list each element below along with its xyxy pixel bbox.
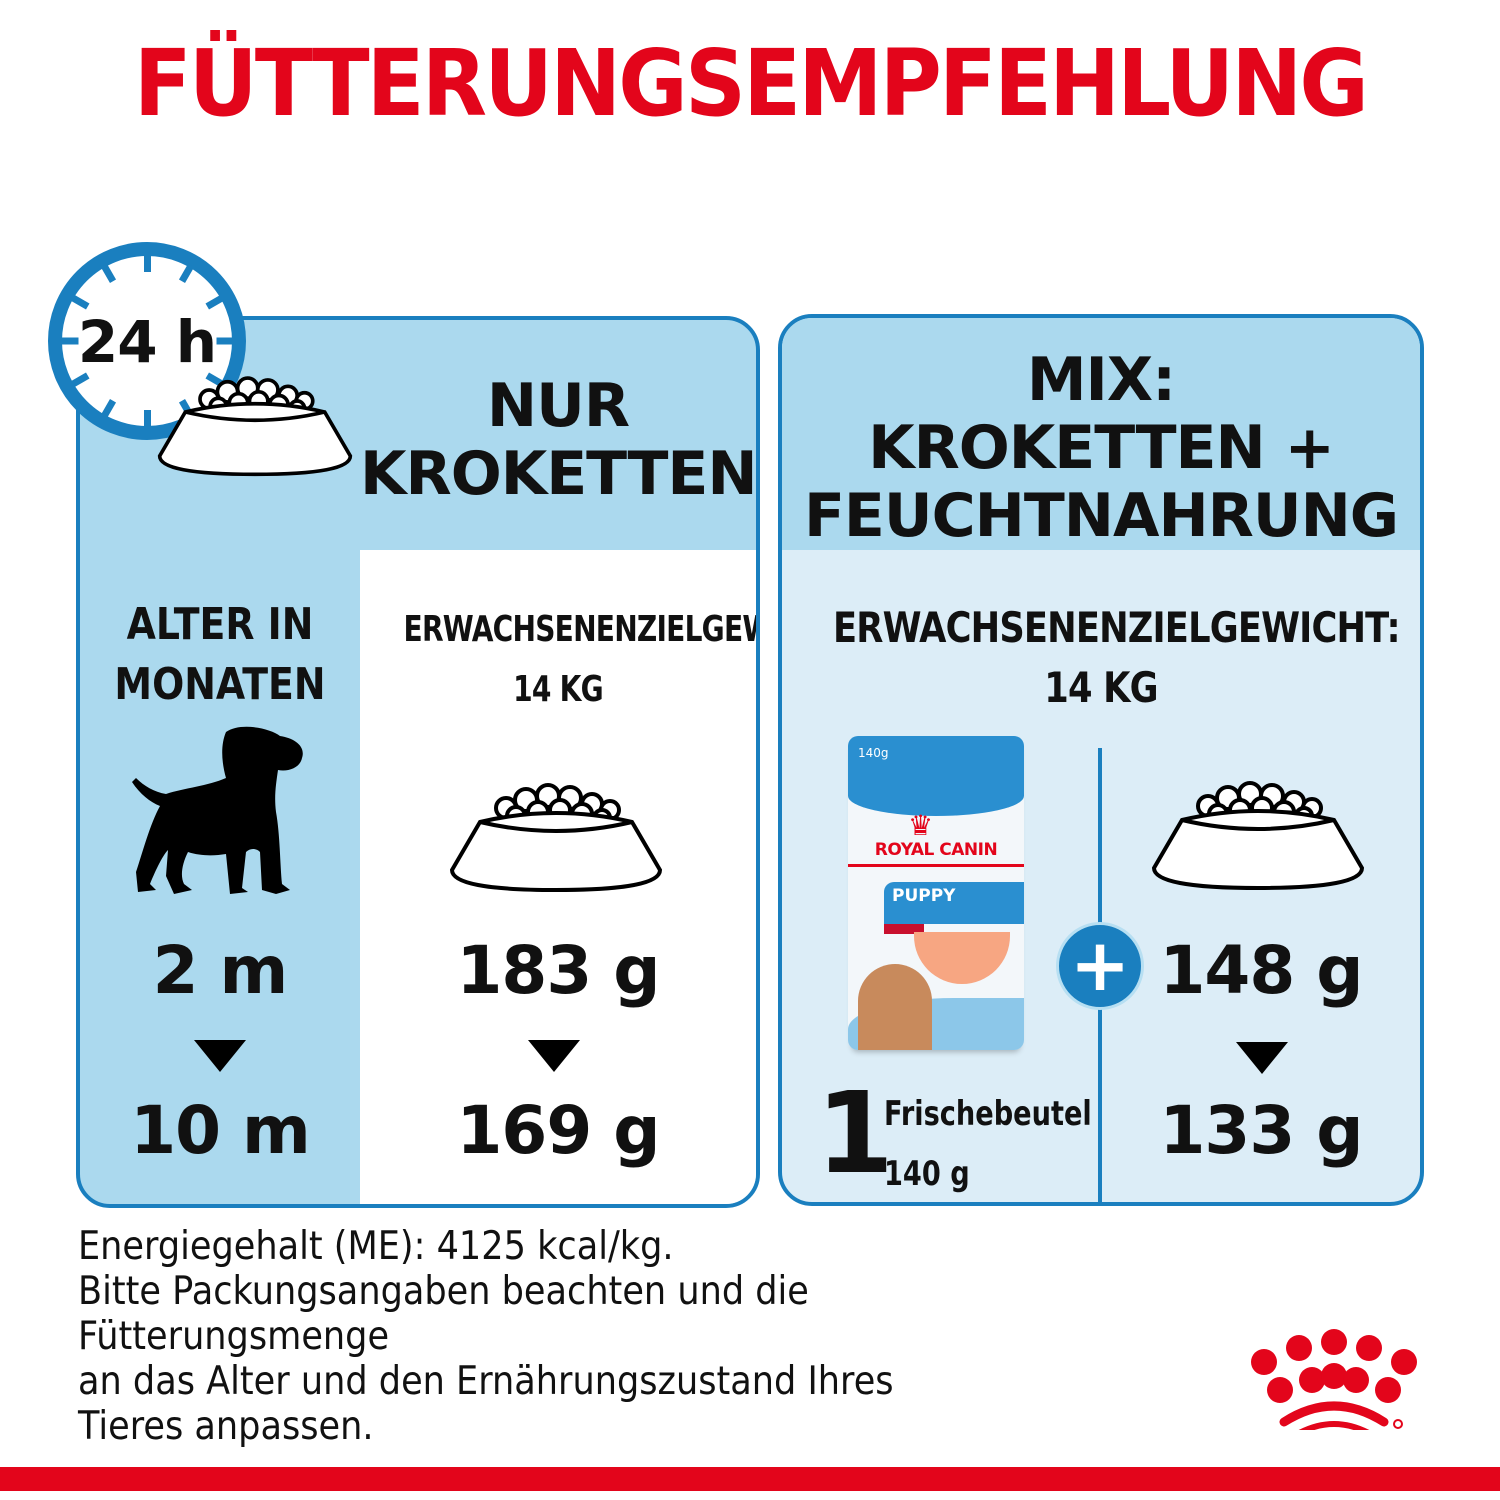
- panel-mix: MIX: KROKETTEN + FEUCHTNAHRUNG ERWACHSEN…: [778, 314, 1424, 1206]
- heading-line: KROKETTEN: [360, 439, 757, 509]
- pouch-brand: ROYAL CANIN: [874, 840, 998, 860]
- plus-icon: +: [1056, 922, 1144, 1010]
- age-to: 10 m: [130, 1092, 311, 1169]
- arrow-down-icon: [528, 1040, 580, 1072]
- footer-line: Fütterungsmenge: [78, 1314, 390, 1359]
- arrow-down-icon: [194, 1040, 246, 1072]
- footer-note: Energiegehalt (ME): 4125 kcal/kg. Bitte …: [78, 1224, 924, 1449]
- pouch-top: [848, 736, 1024, 816]
- heading-line: NUR: [486, 371, 630, 441]
- panel-heading-mix: MIX: KROKETTEN + FEUCHTNAHRUNG: [782, 346, 1420, 550]
- target-weight-label: ERWACHSENENZIELGEWICHT: 14 KG: [403, 600, 756, 720]
- panel-kibble-only: NUR KROKETTEN ALTER IN MONATEN ERWACHSEN…: [76, 316, 760, 1208]
- footer-line: Tieres anpassen.: [78, 1404, 374, 1449]
- food-bowl-icon: [1151, 781, 1365, 891]
- target-weight-title: ERWACHSENENZIELGEWICHT:: [833, 603, 1401, 652]
- puppy-silhouette-icon: [132, 726, 303, 894]
- footer-line: an das Alter und den Ernährungszustand I…: [78, 1359, 894, 1404]
- royal-canin-crown-logo: [1251, 1329, 1417, 1430]
- size-badge: [884, 924, 924, 934]
- target-weight-value: 14 KG: [1044, 663, 1158, 712]
- sachet-weight: 140 g: [884, 1154, 970, 1194]
- pouch-weight: 140g: [858, 746, 889, 760]
- page-title: FÜTTERUNGSEMPFEHLUNG: [133, 30, 1369, 137]
- mix-amount-to: 133 g: [1159, 1092, 1364, 1169]
- amount-from: 183 g: [456, 932, 661, 1009]
- brand-underline: [848, 864, 1024, 867]
- amount-to: 169 g: [456, 1092, 661, 1169]
- panel-heading-bg: [782, 318, 1420, 550]
- age-label: ALTER IN MONATEN: [100, 595, 341, 715]
- age-label-line: MONATEN: [114, 659, 326, 710]
- puppy-photo: [858, 964, 932, 1050]
- pouch-product: PUPPY: [892, 886, 956, 906]
- energy-content: Energiegehalt (ME): 4125 kcal/kg.: [78, 1224, 674, 1269]
- target-weight-title: ERWACHSENENZIELGEWICHT:: [403, 609, 756, 650]
- mix-amount-from: 148 g: [1159, 932, 1364, 1009]
- heading-line: FEUCHTNAHRUNG: [803, 481, 1399, 551]
- clock-label: 24 h: [77, 308, 217, 376]
- panel-heading-kibble-only: NUR KROKETTEN: [360, 372, 756, 508]
- food-bowl-icon: [449, 783, 663, 893]
- sachet-label: Frischebeutel 140 g: [884, 1084, 1092, 1202]
- food-bowl-icon: [157, 376, 353, 477]
- brand-footer-bar: [0, 1467, 1500, 1491]
- sachet-name: Frischebeutel: [884, 1094, 1092, 1134]
- sachet-count: 1: [816, 1069, 894, 1199]
- arrow-down-icon: [1236, 1042, 1288, 1074]
- target-weight-label: ERWACHSENENZIELGEWICHT: 14 KG: [833, 598, 1401, 718]
- crown-icon: ♛: [908, 809, 934, 842]
- footer-line: Bitte Packungsangaben beachten und die: [78, 1269, 809, 1314]
- age-label-line: ALTER IN: [126, 599, 314, 650]
- heading-line: KROKETTEN +: [868, 413, 1335, 483]
- age-from: 2 m: [152, 932, 289, 1009]
- product-badge: [884, 882, 1024, 924]
- target-weight-value: 14 KG: [513, 669, 604, 710]
- wet-food-pouch-image: 140g ♛ ROYAL CANIN PUPPY: [848, 736, 1024, 1050]
- food-dish-image: [914, 932, 1010, 984]
- heading-line: MIX:: [1026, 345, 1176, 415]
